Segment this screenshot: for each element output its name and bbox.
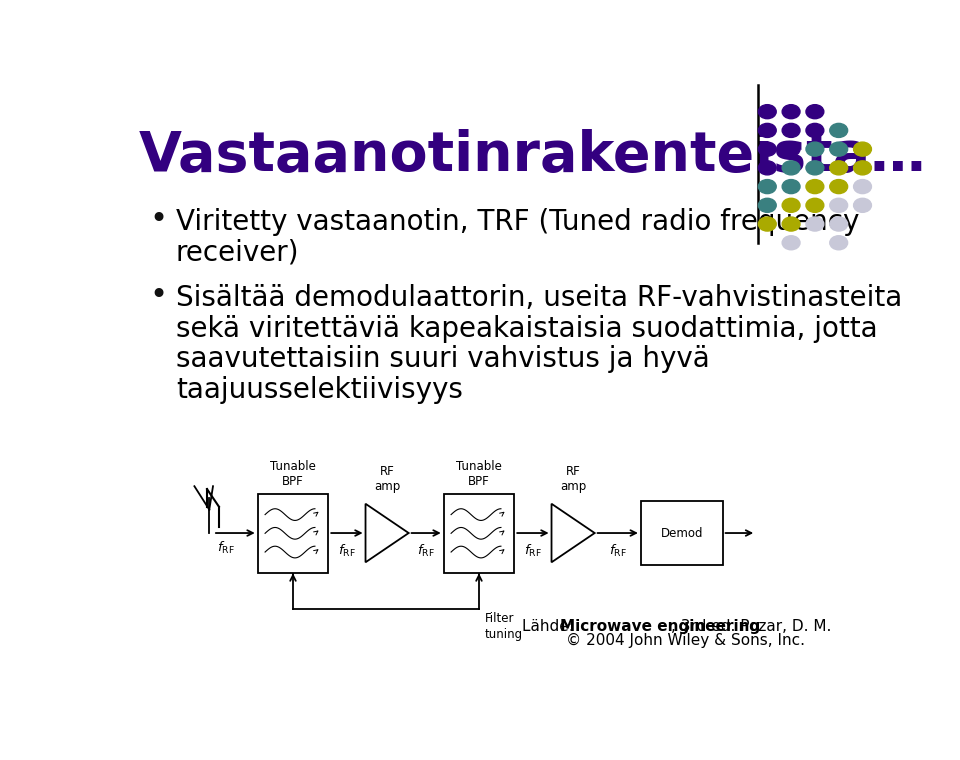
Text: taajuusselektiivisyys: taajuusselektiivisyys: [176, 375, 463, 404]
Polygon shape: [366, 504, 409, 562]
Text: $f_{\rm RF}$: $f_{\rm RF}$: [338, 543, 356, 559]
Circle shape: [758, 105, 777, 119]
Circle shape: [806, 142, 824, 156]
Circle shape: [782, 179, 800, 194]
Text: © 2004 John Wiley & Sons, Inc.: © 2004 John Wiley & Sons, Inc.: [566, 633, 805, 648]
Circle shape: [829, 217, 848, 231]
Text: Microwave engineering: Microwave engineering: [561, 619, 760, 635]
Circle shape: [853, 179, 872, 194]
Circle shape: [758, 123, 777, 138]
Text: •: •: [150, 205, 168, 234]
Circle shape: [782, 105, 800, 119]
Circle shape: [758, 179, 777, 194]
Text: RF
amp: RF amp: [374, 465, 400, 493]
Circle shape: [806, 179, 824, 194]
Text: Viritetty vastaanotin, TRF (Tuned radio frequency: Viritetty vastaanotin, TRF (Tuned radio …: [176, 208, 859, 236]
Circle shape: [758, 161, 777, 175]
Circle shape: [853, 142, 872, 156]
Text: Tunable
BPF: Tunable BPF: [456, 460, 502, 488]
Text: saavutettaisiin suuri vahvistus ja hyvä: saavutettaisiin suuri vahvistus ja hyvä: [176, 345, 709, 373]
Circle shape: [806, 161, 824, 175]
Circle shape: [758, 142, 777, 156]
Text: $f_{\rm RF}$: $f_{\rm RF}$: [418, 543, 435, 559]
Text: Lähde:: Lähde:: [522, 619, 579, 635]
Circle shape: [829, 123, 848, 138]
Circle shape: [806, 217, 824, 231]
Text: •: •: [150, 281, 168, 310]
Text: Tunable
BPF: Tunable BPF: [270, 460, 316, 488]
Text: $f_{\rm RF}$: $f_{\rm RF}$: [217, 540, 234, 556]
Text: Filter
tuning: Filter tuning: [485, 612, 523, 641]
Circle shape: [829, 142, 848, 156]
Circle shape: [829, 198, 848, 212]
Text: , 3rd ed. Pozar, D. M.: , 3rd ed. Pozar, D. M.: [670, 619, 831, 635]
Text: receiver): receiver): [176, 239, 300, 267]
Circle shape: [829, 179, 848, 194]
Circle shape: [782, 161, 800, 175]
Text: RF
amp: RF amp: [560, 465, 587, 493]
Circle shape: [782, 142, 800, 156]
Circle shape: [782, 236, 800, 250]
Circle shape: [829, 236, 848, 250]
Circle shape: [758, 217, 777, 231]
Text: Vastaanotinrakenteista…: Vastaanotinrakenteista…: [138, 129, 926, 183]
Bar: [444, 494, 515, 573]
Text: sekä viritettäviä kapeakaistaisia suodattimia, jotta: sekä viritettäviä kapeakaistaisia suodat…: [176, 315, 877, 343]
Text: $f_{\rm RF}$: $f_{\rm RF}$: [524, 543, 541, 559]
Circle shape: [853, 198, 872, 212]
Circle shape: [758, 198, 777, 212]
Circle shape: [806, 198, 824, 212]
Polygon shape: [551, 504, 594, 562]
Circle shape: [782, 198, 800, 212]
Text: Sisältää demodulaattorin, useita RF-vahvistinasteita: Sisältää demodulaattorin, useita RF-vahv…: [176, 284, 902, 312]
Circle shape: [806, 105, 824, 119]
Circle shape: [782, 123, 800, 138]
Bar: [641, 501, 723, 565]
Text: $f_{\rm RF}$: $f_{\rm RF}$: [609, 543, 627, 559]
Circle shape: [853, 161, 872, 175]
Text: Demod: Demod: [660, 527, 703, 540]
Circle shape: [782, 217, 800, 231]
Bar: [257, 494, 328, 573]
Circle shape: [829, 161, 848, 175]
Circle shape: [806, 123, 824, 138]
